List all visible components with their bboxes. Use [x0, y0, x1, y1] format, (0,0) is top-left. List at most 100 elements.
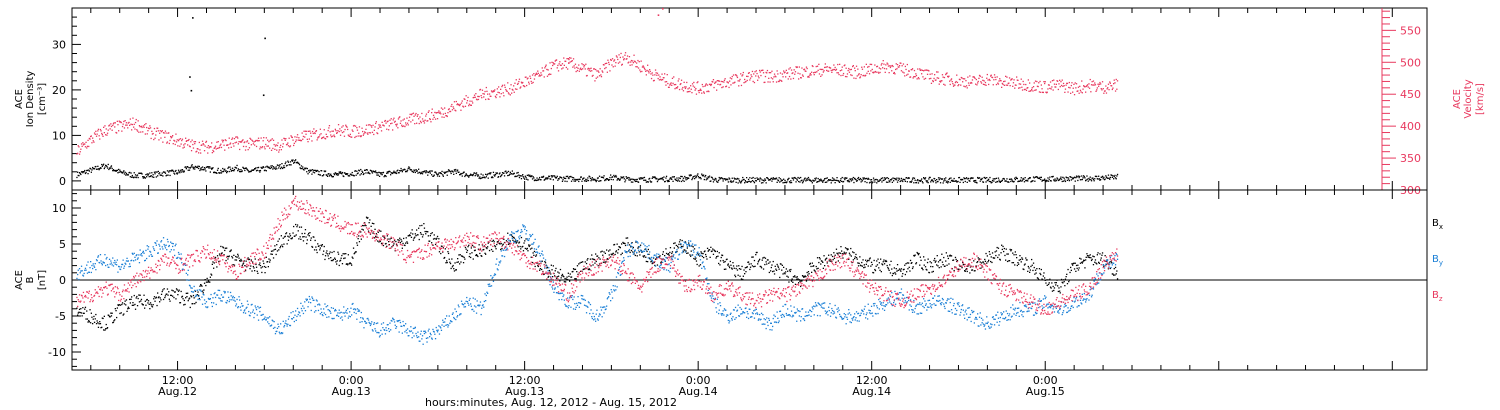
- velocity-point: [461, 100, 463, 102]
- velocity-point: [1042, 91, 1044, 94]
- density-point: [358, 169, 360, 171]
- Bx-point: [470, 256, 472, 259]
- Bx-point: [254, 258, 256, 260]
- velocity-point: [386, 128, 388, 130]
- Bx-point: [146, 298, 148, 301]
- density-point: [730, 180, 732, 182]
- velocity-point: [307, 141, 309, 143]
- Bx-point: [307, 234, 309, 236]
- Bx-point: [355, 251, 357, 253]
- velocity-point: [80, 143, 83, 145]
- density-point: [113, 170, 115, 172]
- Bx-point: [111, 312, 113, 314]
- velocity-point: [766, 72, 768, 74]
- Bx-point: [831, 255, 834, 258]
- Bx-point: [226, 247, 228, 249]
- velocity-point: [762, 69, 764, 71]
- velocity-point: [860, 74, 862, 76]
- density-point: [813, 180, 815, 182]
- velocity-point: [358, 126, 361, 128]
- density-point: [898, 178, 901, 180]
- density-point: [1071, 176, 1073, 179]
- density-point: [318, 171, 320, 173]
- density-point: [846, 180, 849, 182]
- velocity-point: [746, 75, 748, 77]
- velocity-spikes-point: [657, 14, 660, 16]
- velocity-point: [780, 79, 782, 82]
- Bx-point: [1003, 247, 1005, 250]
- velocity-point: [86, 145, 89, 147]
- density-point: [715, 178, 717, 180]
- density-point: [1097, 178, 1099, 180]
- Bx-point: [238, 257, 240, 259]
- Bx-point: [828, 260, 830, 262]
- density-point: [1092, 177, 1094, 179]
- velocity-point: [663, 77, 665, 79]
- velocity-point: [1005, 75, 1007, 77]
- Bx-point: [560, 277, 562, 279]
- density-point: [1033, 177, 1035, 179]
- density-point: [293, 161, 295, 163]
- velocity-point: [651, 72, 653, 74]
- velocity-point: [362, 130, 364, 133]
- velocity-point: [447, 112, 449, 114]
- Bx-point: [916, 251, 918, 254]
- Bx-point: [309, 232, 311, 234]
- density-point: [718, 179, 720, 181]
- Bx-point: [732, 265, 735, 267]
- Bx-point: [645, 260, 647, 263]
- velocity-point: [1106, 88, 1108, 90]
- Bx-point: [127, 306, 129, 308]
- velocity-point: [956, 74, 958, 76]
- velocity-point: [303, 130, 305, 132]
- Bx-point: [727, 264, 729, 266]
- velocity-point: [315, 130, 318, 132]
- Bx-point: [1049, 286, 1052, 288]
- Bx-point: [249, 268, 251, 270]
- Bx-point: [574, 268, 577, 270]
- velocity-point: [603, 64, 605, 66]
- Bx-point: [915, 263, 917, 265]
- Bx-point: [866, 261, 868, 263]
- velocity-point: [189, 146, 191, 148]
- By-point: [92, 263, 94, 265]
- velocity-point: [627, 62, 629, 64]
- velocity-point: [343, 131, 345, 133]
- Bx-point: [287, 235, 289, 237]
- density-point: [232, 169, 234, 172]
- density-point: [1027, 180, 1029, 182]
- velocity-point: [273, 143, 275, 146]
- velocity-point: [833, 64, 835, 66]
- density-point: [274, 168, 277, 170]
- velocity-point: [844, 75, 847, 78]
- velocity-point: [1105, 92, 1108, 94]
- density-point: [179, 172, 181, 174]
- density-point: [984, 177, 987, 180]
- Bx-point: [198, 294, 200, 297]
- Bx-point: [1002, 245, 1004, 248]
- density-point: [1114, 177, 1117, 179]
- Bx-point: [797, 278, 799, 280]
- velocity-point: [740, 73, 742, 75]
- density-point: [400, 167, 402, 170]
- density-point: [938, 179, 940, 181]
- velocity-point: [490, 95, 492, 97]
- velocity-point: [494, 89, 496, 91]
- density-point: [323, 170, 325, 172]
- Bx-point: [775, 269, 778, 271]
- density-point: [805, 179, 808, 181]
- density-point: [923, 177, 925, 180]
- Bx-point: [329, 251, 331, 253]
- velocity-point: [1085, 85, 1087, 88]
- Bx-point: [231, 257, 234, 259]
- density-point: [702, 175, 704, 177]
- Bx-point: [1030, 265, 1032, 268]
- velocity-point: [963, 85, 965, 87]
- velocity-point: [936, 71, 938, 73]
- velocity-point: [610, 59, 612, 61]
- velocity-point: [254, 144, 256, 146]
- velocity-point: [1109, 82, 1111, 84]
- Bx-point: [911, 267, 914, 270]
- velocity-point: [1018, 87, 1020, 89]
- Bx-point: [1059, 290, 1061, 292]
